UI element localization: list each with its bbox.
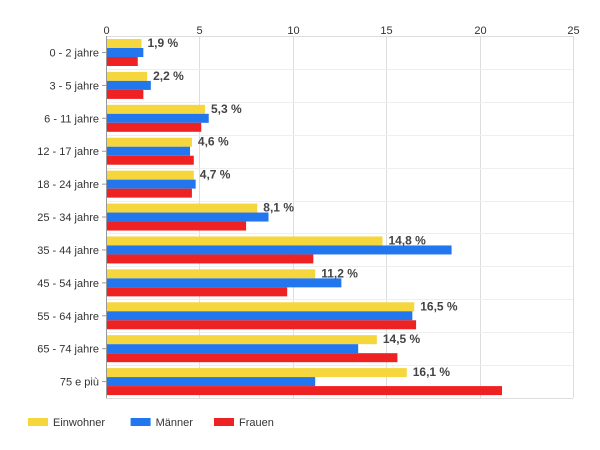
x-tick-label: 20 [474, 25, 486, 37]
bar-frauen [107, 320, 417, 330]
bar-einwohner [107, 170, 194, 180]
x-tick-label: 5 [196, 25, 202, 37]
bar-frauen [107, 188, 192, 198]
bar-einwohner [107, 368, 407, 378]
data-label: 1,9 % [147, 36, 178, 50]
bar-frauen [107, 386, 503, 396]
legend: Einwohner Männer Frauen [28, 417, 274, 429]
category-axis: 0 - 2 jahre 3 - 5 jahre 6 - 11 jahre 12 - 1… [37, 36, 107, 398]
category-label: 12 - 17 jahre [37, 146, 99, 158]
category-label: 35 - 44 jahre [37, 245, 99, 257]
data-label: 16,5 % [420, 299, 458, 313]
category-label: 0 - 2 jahre [49, 48, 99, 60]
data-label: 5,3 % [211, 102, 242, 116]
bar-m-nner [107, 245, 452, 255]
bar-frauen [107, 122, 202, 132]
bar-m-nner [107, 179, 196, 189]
bar-einwohner [107, 269, 316, 279]
category-label: 45 - 54 jahre [37, 278, 99, 290]
bar-m-nner [107, 344, 359, 354]
data-label: 11,2 % [321, 266, 358, 280]
category-label: 25 - 34 jahre [37, 212, 99, 224]
legend-item: Frauen [214, 417, 274, 429]
legend-swatch [130, 418, 151, 426]
bar-frauen [107, 254, 314, 264]
bar-m-nner [107, 278, 342, 288]
legend-swatch [214, 418, 234, 426]
legend-item: Einwohner [28, 417, 105, 429]
bar-frauen [107, 287, 288, 297]
data-label: 8,1 % [263, 201, 294, 215]
bar-m-nner [107, 212, 269, 222]
legend-item: Männer [130, 417, 194, 429]
bar-frauen [107, 353, 398, 363]
category-label: 3 - 5 jahre [49, 80, 99, 92]
bar-einwohner [107, 39, 142, 48]
category-label: 6 - 11 jahre [44, 113, 99, 125]
bar-einwohner [107, 302, 415, 312]
legend-label: Männer [156, 417, 194, 429]
bar-frauen [107, 57, 138, 66]
category-label: 55 - 64 jahre [37, 311, 99, 323]
bar-einwohner [107, 236, 383, 246]
bar-m-nner [107, 146, 191, 156]
data-label: 2,2 % [153, 69, 184, 83]
category-label: 75 e più [60, 377, 99, 389]
bar-einwohner [107, 71, 148, 81]
bar-frauen [107, 89, 144, 99]
bar-einwohner [107, 104, 206, 114]
data-labels: 1,9 % 2,2 % 5,3 % 4,6 % 4,7 % 8,1 % 14,8 % 11,2… [147, 36, 457, 379]
data-label: 4,7 % [200, 168, 231, 182]
bar-einwohner [107, 335, 377, 345]
bar-einwohner [107, 203, 258, 213]
data-label: 14,8 % [388, 233, 426, 247]
legend-label: Einwohner [53, 417, 105, 429]
bar-frauen [107, 155, 194, 165]
x-tick-label: 15 [380, 25, 392, 37]
legend-swatch [28, 418, 48, 426]
bar-m-nner [107, 113, 209, 123]
bar-einwohner [107, 137, 192, 147]
legend-label: Frauen [239, 417, 274, 429]
data-label: 16,1 % [413, 365, 451, 379]
x-tick-label: 10 [287, 25, 299, 37]
bar-frauen [107, 221, 247, 231]
category-label: 65 - 74 jahre [37, 344, 99, 356]
bars [107, 39, 503, 396]
data-label: 14,5 % [383, 332, 421, 346]
data-label: 4,6 % [198, 135, 229, 149]
x-axis-ticks: 0 5 10 15 20 25 [103, 25, 579, 37]
bar-m-nner [107, 311, 413, 321]
grid [106, 36, 574, 399]
bar-m-nner [107, 48, 144, 57]
x-tick-label: 0 [103, 25, 109, 37]
bar-m-nner [107, 377, 316, 387]
category-label: 18 - 24 jahre [37, 179, 99, 191]
x-tick-label: 25 [567, 25, 579, 37]
bar-m-nner [107, 80, 151, 90]
